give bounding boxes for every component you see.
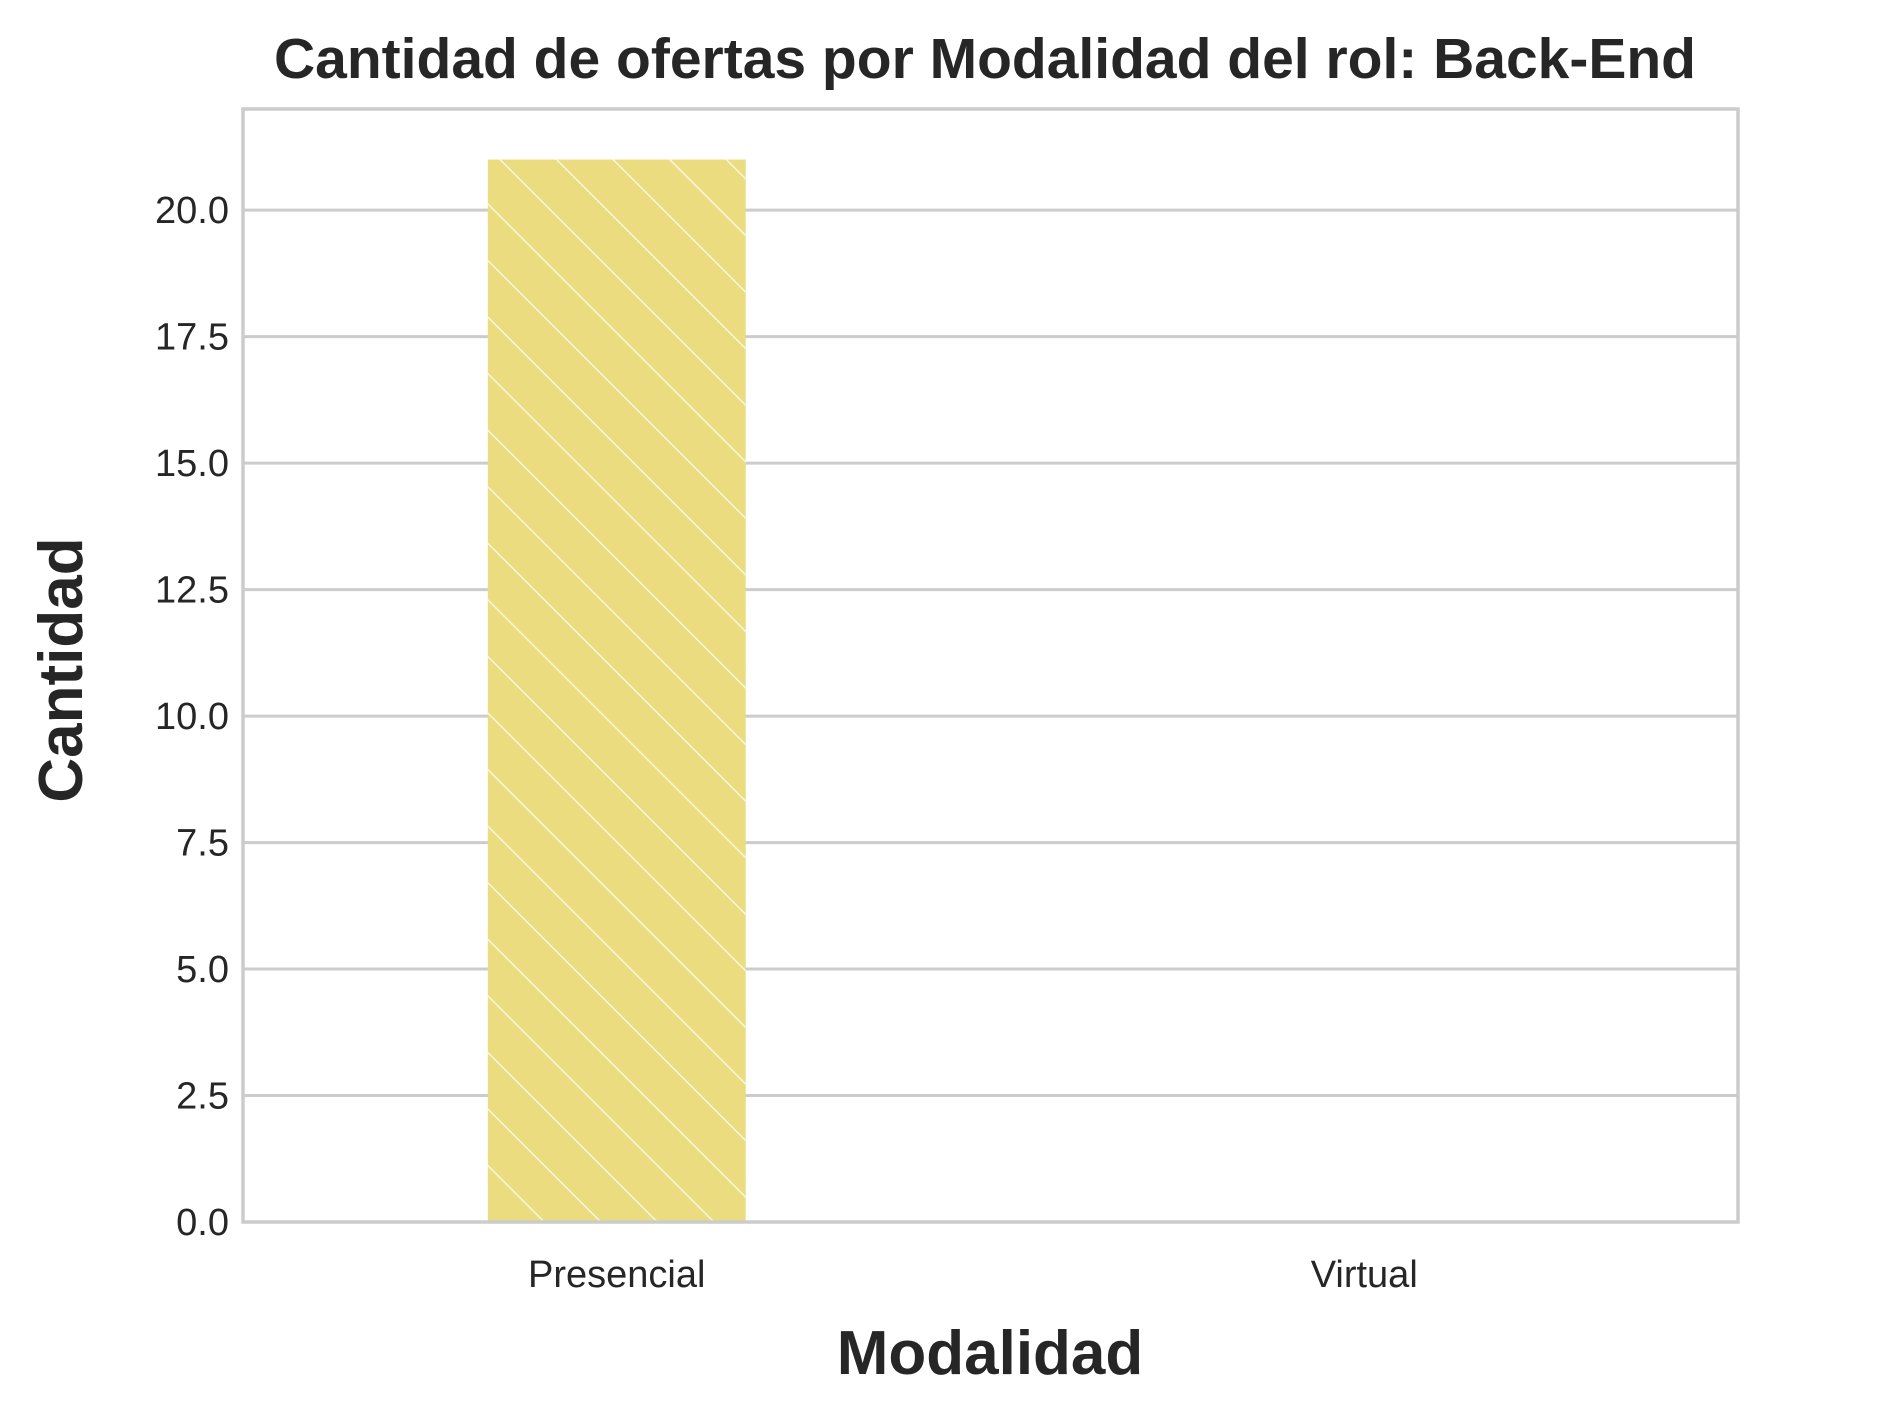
chart-title: Cantidad de ofertas por Modalidad del ro… — [274, 27, 1696, 91]
y-axis-label: Cantidad — [27, 537, 96, 802]
bars — [487, 159, 746, 1222]
y-tick-label: 20.0 — [155, 190, 229, 232]
y-tick-label: 10.0 — [155, 696, 229, 738]
x-tick-label: Virtual — [1311, 1254, 1418, 1296]
gridlines — [243, 208, 1738, 1224]
y-tick-label: 5.0 — [176, 949, 229, 991]
x-tick-labels: Presencial Virtual — [528, 1254, 1418, 1296]
x-axis-label: Modalidad — [837, 1319, 1144, 1388]
bar-presencial — [487, 159, 746, 1222]
y-tick-label: 0.0 — [176, 1202, 229, 1244]
y-tick-label: 17.5 — [155, 317, 229, 359]
x-tick-label: Presencial — [528, 1254, 705, 1296]
y-tick-label: 12.5 — [155, 570, 229, 612]
plot-frame — [241, 107, 1740, 1224]
y-tick-labels: 0.0 2.5 5.0 7.5 10.0 12.5 15.0 17.5 20.0 — [155, 190, 229, 1244]
y-tick-label: 15.0 — [155, 443, 229, 485]
y-tick-label: 7.5 — [176, 823, 229, 865]
bar-hatch — [487, 159, 746, 1222]
y-tick-label: 2.5 — [176, 1076, 229, 1118]
